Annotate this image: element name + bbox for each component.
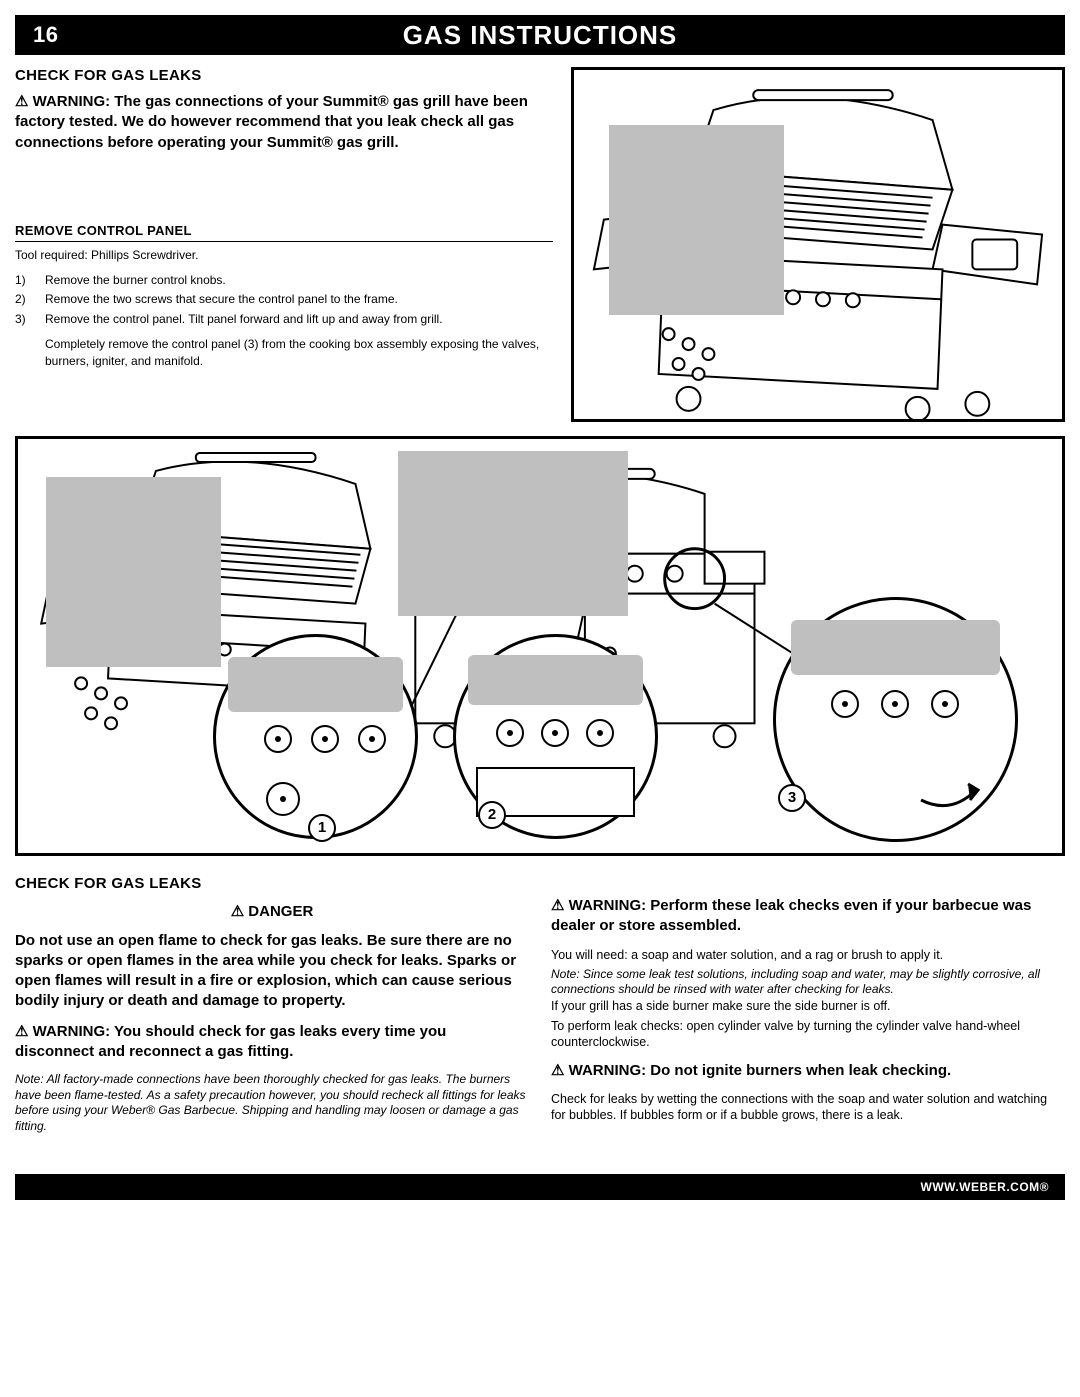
danger-text: Do not use an open flame to check for ga… xyxy=(15,931,529,1012)
step-number: 3) xyxy=(15,311,45,328)
footer-url: WWW.WEBER.COM® xyxy=(921,1180,1050,1194)
top-section: CHECK FOR GAS LEAKS ⚠ WARNING: The gas c… xyxy=(15,67,1065,422)
step-row: 2) Remove the two screws that secure the… xyxy=(15,291,553,308)
step-text: Remove the two screws that secure the co… xyxy=(45,291,398,308)
callout-1: 1 xyxy=(308,814,336,842)
step-note: Completely remove the control panel (3) … xyxy=(15,336,553,371)
top-left-column: CHECK FOR GAS LEAKS ⚠ WARNING: The gas c… xyxy=(15,67,553,422)
remove-panel-heading: REMOVE CONTROL PANEL xyxy=(15,223,553,242)
warning-dealer-assembled: ⚠ WARNING: Perform these leak checks eve… xyxy=(551,896,1065,937)
steps-list: 1) Remove the burner control knobs. 2) R… xyxy=(15,272,553,371)
open-valve-text: To perform leak checks: open cylinder va… xyxy=(551,1018,1065,1051)
header-bar: 16 GAS INSTRUCTIONS xyxy=(15,15,1065,55)
footer-bar: WWW.WEBER.COM® xyxy=(15,1174,1065,1200)
bottom-left-column: CHECK FOR GAS LEAKS ⚠ DANGER Do not use … xyxy=(15,874,529,1134)
check-leaks-heading: CHECK FOR GAS LEAKS xyxy=(15,67,553,84)
check-leaks-heading-2: CHECK FOR GAS LEAKS xyxy=(15,874,529,894)
bottom-right-column: ⚠ WARNING: Perform these leak checks eve… xyxy=(551,874,1065,1134)
side-burner-text: If your grill has a side burner make sur… xyxy=(551,998,1065,1014)
danger-label: ⚠ DANGER xyxy=(15,902,529,922)
bubble-check-text: Check for leaks by wetting the connectio… xyxy=(551,1091,1065,1124)
grill-diagram-box-mid: 1 2 3 xyxy=(15,436,1065,856)
step-number: 2) xyxy=(15,291,45,308)
factory-note: Note: All factory-made connections have … xyxy=(15,1072,529,1134)
page-title: GAS INSTRUCTIONS xyxy=(15,20,1065,51)
corrosive-note: Note: Since some leak test solutions, in… xyxy=(551,967,1065,998)
tool-required: Tool required: Phillips Screwdriver. xyxy=(15,248,553,262)
callout-2: 2 xyxy=(478,801,506,829)
warning-no-ignite: ⚠ WARNING: Do not ignite burners when le… xyxy=(551,1061,1065,1081)
bottom-section: CHECK FOR GAS LEAKS ⚠ DANGER Do not use … xyxy=(15,874,1065,1134)
grill-diagram-box-top xyxy=(571,67,1065,422)
step-number: 1) xyxy=(15,272,45,289)
warning-reconnect: ⚠ WARNING: You should check for gas leak… xyxy=(15,1022,529,1063)
step-text: Remove the control panel. Tilt panel for… xyxy=(45,311,443,328)
step-row: 1) Remove the burner control knobs. xyxy=(15,272,553,289)
callout-3: 3 xyxy=(778,784,806,812)
soap-water-text: You will need: a soap and water solution… xyxy=(551,947,1065,963)
step-row: 3) Remove the control panel. Tilt panel … xyxy=(15,311,553,328)
warning-factory-tested: ⚠ WARNING: The gas connections of your S… xyxy=(15,92,553,153)
step-text: Remove the burner control knobs. xyxy=(45,272,226,289)
